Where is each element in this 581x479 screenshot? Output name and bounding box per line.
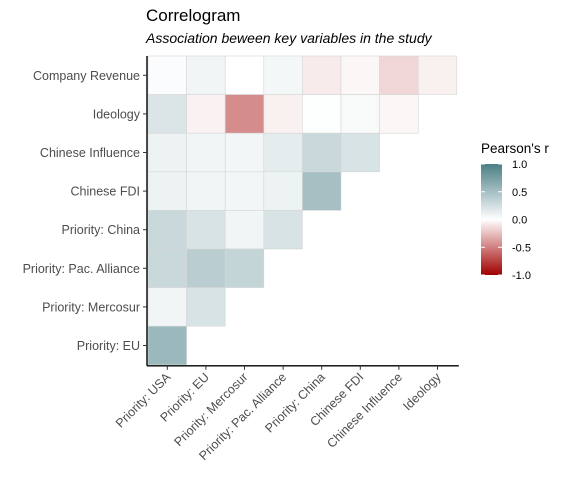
heatmap-cell [224,94,265,134]
heatmap-cell [186,132,226,173]
heatmap-cell [263,171,303,211]
heatmap-cell [340,94,380,134]
heatmap-cell [147,248,187,288]
heatmap-cell [224,248,265,288]
legend-tick-label: -1.0 [512,270,531,282]
x-tick-label: Ideology [400,369,444,413]
heatmap-cell [224,210,265,250]
heatmap-cell [302,171,342,211]
heatmap-cell [147,94,187,134]
heatmap-cell [147,132,187,173]
heatmap-cell [147,287,187,327]
heatmap-cell [186,210,226,250]
heatmap-cell [302,132,342,173]
heatmap-cell [302,55,342,95]
y-tick-label: Priority: Pac. Alliance [23,262,140,276]
legend-tick-label: 0.5 [512,187,527,199]
heatmap-cell [263,55,303,95]
heatmap-cell [224,132,265,173]
heatmap-cell [186,55,226,95]
legend-tick-label: 0.0 [512,215,527,227]
heatmap-cells [147,55,458,366]
y-tick-label: Chinese Influence [40,146,140,160]
legend-tick-label: 1.0 [512,159,527,171]
legend-tick-label: -0.5 [512,242,531,254]
legend-title: Pearson's r [481,141,549,156]
heatmap-cell [263,94,303,134]
legend-colorbar [481,164,502,275]
axes [143,56,459,370]
heatmap-cell [263,210,303,250]
y-axis-labels: Company Revenue Ideology Chinese Influence… [23,69,141,353]
heatmap-cell [147,55,187,95]
heatmap-cell [147,210,187,250]
chart-title: Correlogram [146,6,240,25]
heatmap-cell [224,171,265,211]
chart-subtitle: Association beween key variables in the … [145,30,433,46]
y-tick-label: Priority: Mercosur [42,300,140,314]
heatmap-cell [302,94,342,134]
heatmap-cell [340,55,380,95]
heatmap-cell [186,171,226,211]
heatmap-cell [224,55,265,95]
heatmap-cell [186,248,226,288]
heatmap-cell [263,132,303,173]
heatmap-cell [340,132,380,173]
heatmap-cell [186,287,226,327]
heatmap-cell [379,94,419,134]
y-tick-label: Company Revenue [33,69,140,83]
y-tick-label: Chinese FDI [71,185,140,199]
heatmap-cell [379,55,419,95]
heatmap-cell [417,55,458,95]
heatmap-cell [186,94,226,134]
y-tick-label: Priority: China [62,223,141,237]
x-tick-label: Chinese Influence [324,370,405,451]
heatmap-cell [147,171,187,211]
heatmap-cell [147,325,187,366]
legend: Pearson's r 1.0 0.5 0.0 -0.5 -1.0 [481,141,549,282]
y-tick-label: Ideology [93,107,141,121]
y-tick-label: Priority: EU [77,339,140,353]
